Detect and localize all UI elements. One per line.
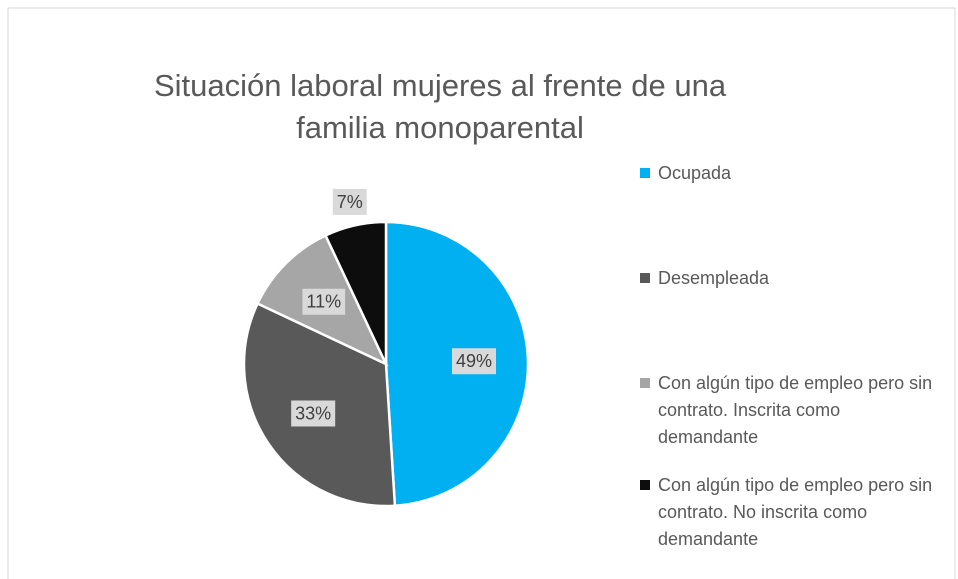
legend-item: Con algún tipo de empleo pero sin contra… bbox=[640, 472, 940, 553]
legend-swatch bbox=[640, 168, 650, 178]
legend-label: Desempleada bbox=[658, 268, 770, 288]
data-label: 49% bbox=[456, 351, 492, 371]
legend-item: Ocupada bbox=[640, 160, 940, 187]
legend-label: Con algún tipo de empleo pero sin contra… bbox=[658, 373, 933, 447]
legend-item: Con algún tipo de empleo pero sin contra… bbox=[640, 370, 940, 451]
chart-title: Situación laboral mujeres al frente de u… bbox=[154, 68, 727, 103]
data-label-box bbox=[332, 188, 367, 215]
legend-label: Con algún tipo de empleo pero sin contra… bbox=[658, 475, 933, 549]
chart-title: familia monoparental bbox=[296, 110, 584, 145]
legend-label: Ocupada bbox=[658, 163, 732, 183]
data-label: 7% bbox=[337, 192, 363, 212]
data-label-box bbox=[302, 288, 346, 315]
data-label: 11% bbox=[306, 292, 341, 312]
legend-swatch bbox=[640, 480, 650, 490]
pie-slice bbox=[323, 220, 388, 365]
data-label-box bbox=[291, 400, 336, 427]
data-label-box bbox=[451, 348, 497, 375]
data-label: 33% bbox=[295, 403, 331, 423]
legend-swatch bbox=[640, 378, 650, 388]
legend-swatch bbox=[640, 273, 650, 283]
legend-item: Desempleada bbox=[640, 265, 940, 292]
